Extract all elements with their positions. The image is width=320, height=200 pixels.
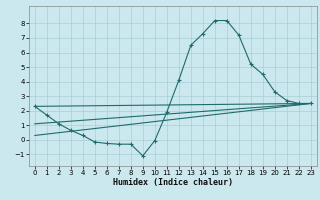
X-axis label: Humidex (Indice chaleur): Humidex (Indice chaleur) [113,178,233,187]
